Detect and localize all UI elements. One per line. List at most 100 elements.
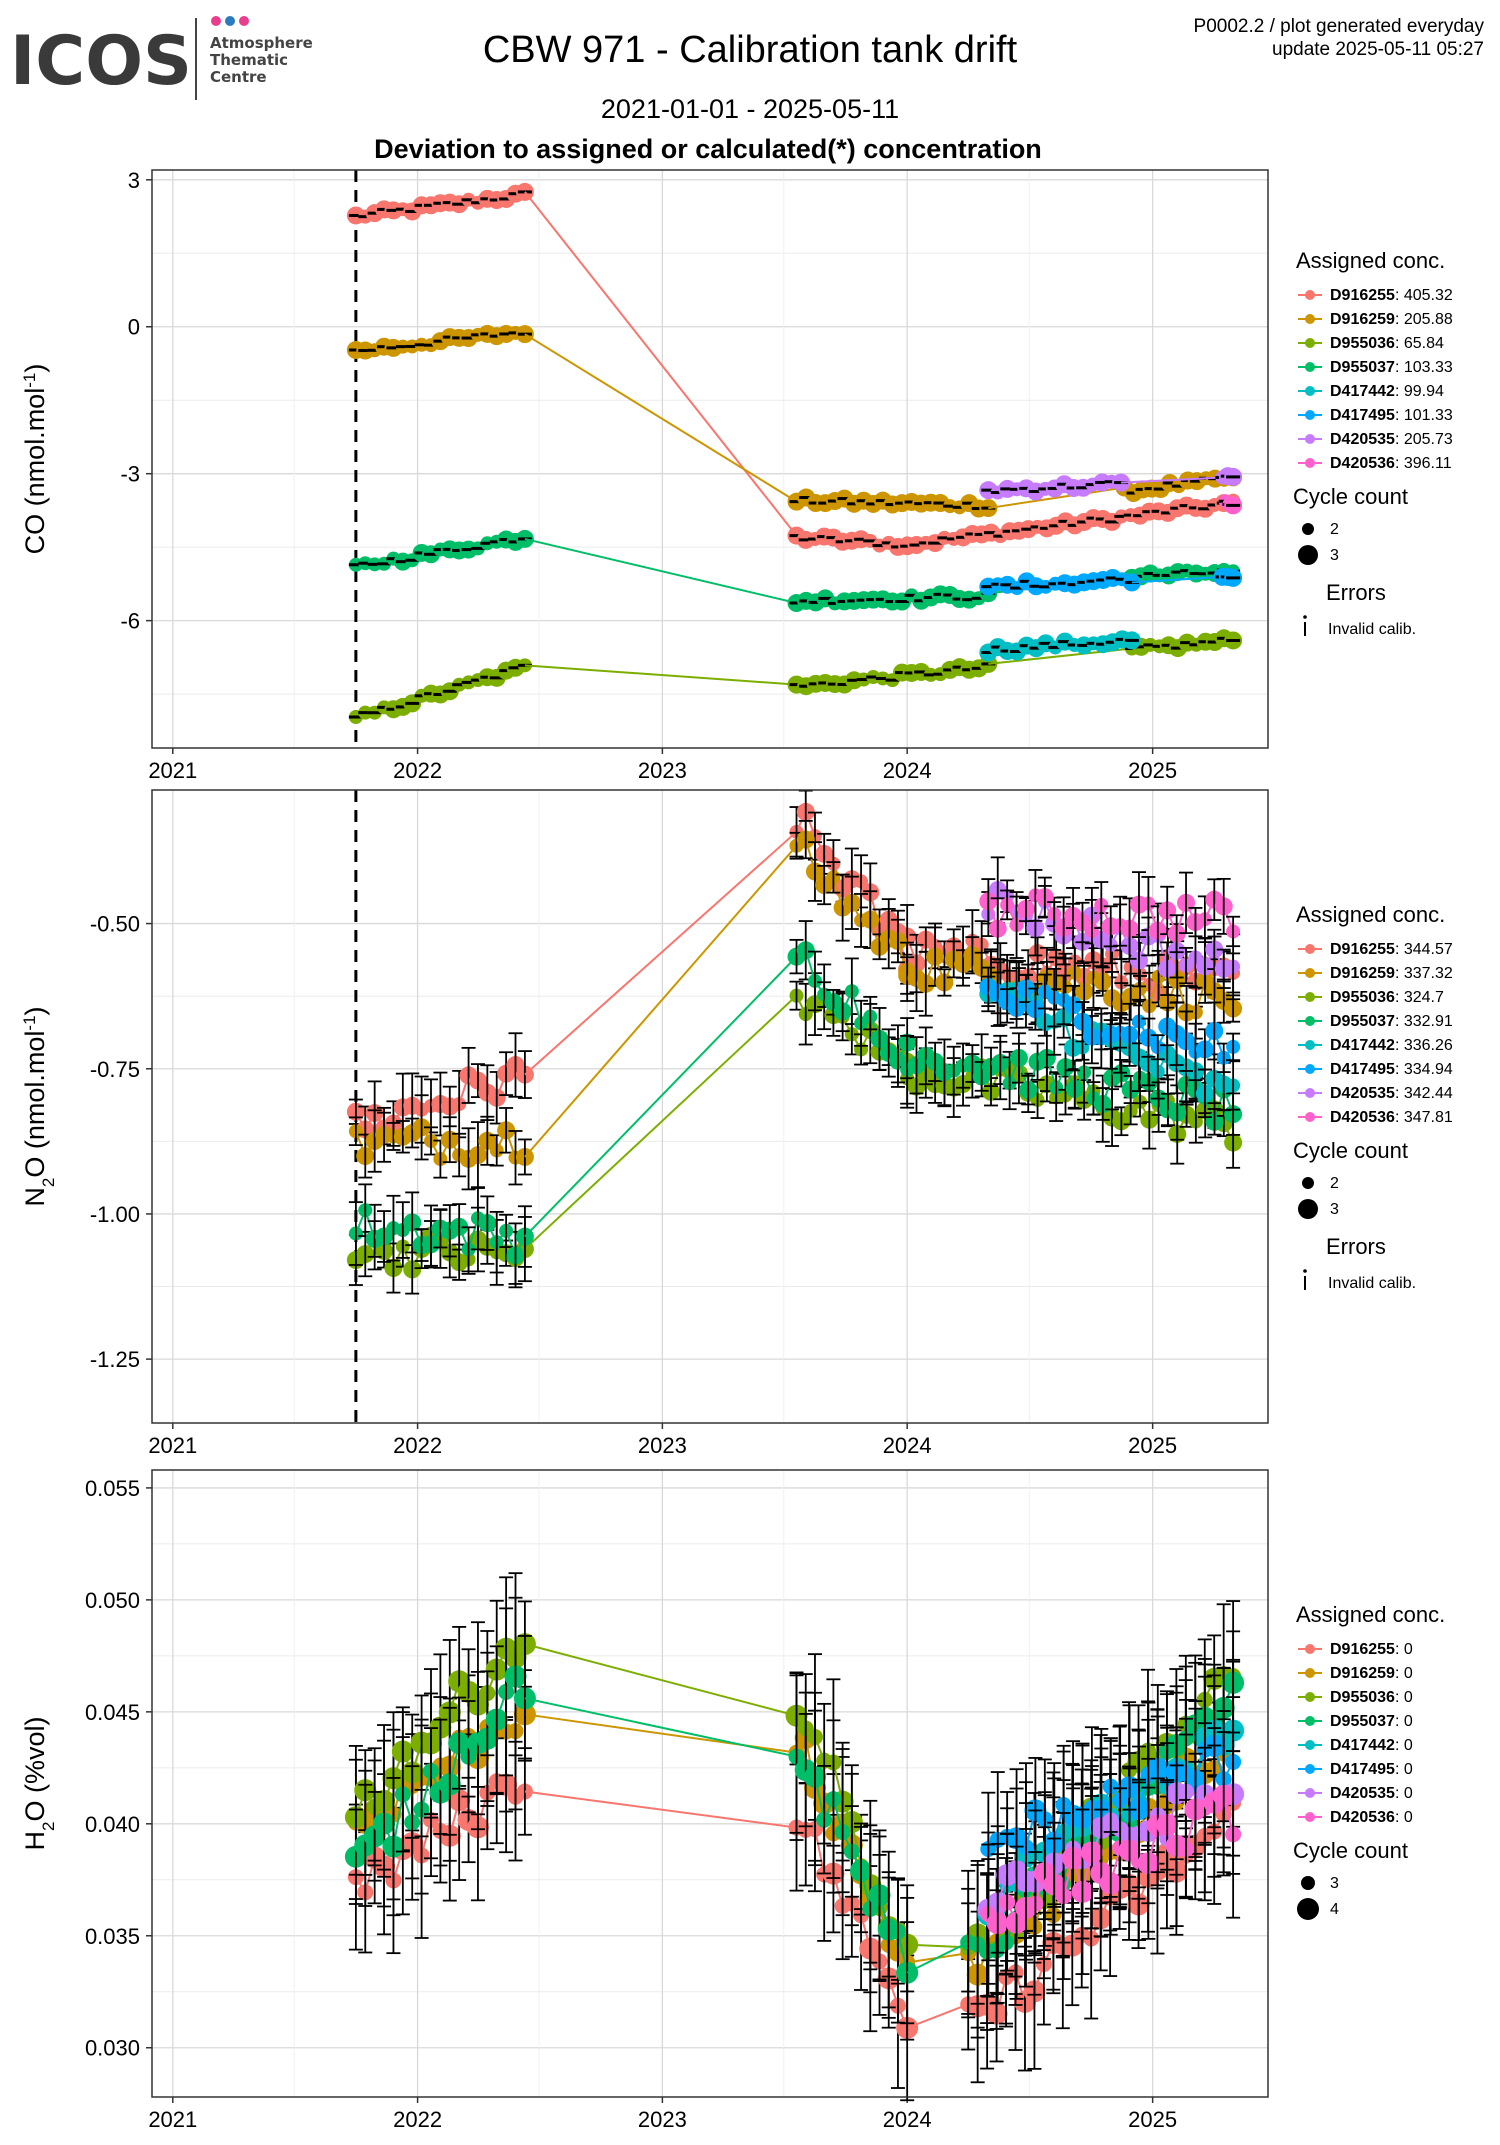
legend-cycle-label: 3 xyxy=(1330,547,1339,564)
legend-item-D417442: D417442: 336.26 xyxy=(1330,1037,1453,1054)
legend-title-cycle: Cycle count xyxy=(1293,484,1408,509)
y-tick-label: -6 xyxy=(120,609,140,634)
legend-title-errors: Errors xyxy=(1326,1234,1386,1259)
legend-key-dot xyxy=(1305,290,1315,300)
legend-item-D420536: D420536: 396.11 xyxy=(1330,455,1452,472)
plot-area xyxy=(152,170,1268,748)
panel-h2o: 0.055 0.050 0.045 0.040 0.035 0.030 2021 2022 20… xyxy=(20,1469,1445,2132)
legend-key-dot xyxy=(1305,1112,1315,1122)
x-tick-label: 2021 xyxy=(148,2107,197,2132)
x-tick-label: 2025 xyxy=(1128,758,1177,783)
series-D955037 xyxy=(348,920,1243,1289)
legend-invalid-key-dot xyxy=(1303,615,1307,619)
legend-item-D955037: D955037: 332.91 xyxy=(1330,1013,1453,1030)
legend-item-D420535: D420535: 342.44 xyxy=(1330,1085,1453,1102)
series-D420535 xyxy=(979,467,1243,501)
legend-cycle-dot-small xyxy=(1301,1876,1315,1890)
series-connector xyxy=(524,845,798,1158)
y-tick-label: -1.00 xyxy=(90,1202,140,1227)
legend-item-D420535: D420535: 0 xyxy=(1330,1785,1413,1802)
legend-cycle-dot-large xyxy=(1298,1199,1318,1219)
legend-key-dot xyxy=(1305,1740,1315,1750)
y-tick-label: 0.035 xyxy=(85,1924,140,1949)
legend-item-D417442: D417442: 99.94 xyxy=(1330,383,1444,400)
x-tick-label: 2023 xyxy=(638,758,687,783)
logo-sub-line2: Thematic xyxy=(210,51,288,69)
legend: Assigned conc. D916255: 0 D916259: 0 D95503… xyxy=(1293,1602,1445,1920)
legend-title-assigned: Assigned conc. xyxy=(1296,1602,1445,1627)
legend: Assigned conc. D916255: 344.57 D916259: 33… xyxy=(1293,902,1453,1292)
legend-title-cycle: Cycle count xyxy=(1293,1838,1408,1863)
legend-key-dot xyxy=(1305,1692,1315,1702)
series-D417495 xyxy=(979,966,1241,1082)
series-connector xyxy=(524,994,798,1250)
series-connector xyxy=(524,955,798,1238)
legend: Assigned conc. D916255: 405.32 D916259: 20… xyxy=(1293,248,1453,638)
series-D916259 xyxy=(348,820,1243,1191)
legend-item-D916259: D916259: 337.32 xyxy=(1330,965,1453,982)
legend-key-dot xyxy=(1305,386,1315,396)
legend-item-D916255: D916255: 405.32 xyxy=(1330,287,1453,304)
series-connector xyxy=(524,1643,797,1717)
series-connector xyxy=(524,537,797,604)
x-tick-label: 2023 xyxy=(638,1433,687,1458)
legend-item-D417495: D417495: 101.33 xyxy=(1330,407,1453,424)
series-D420536 xyxy=(979,869,1241,964)
logo-sub-line3: Centre xyxy=(210,68,267,86)
series-D955037 xyxy=(348,529,1241,613)
x-tick-label: 2021 xyxy=(148,1433,197,1458)
legend-key-dot xyxy=(1305,1788,1315,1798)
y-tick-label: 0.045 xyxy=(85,1700,140,1725)
series-connector xyxy=(524,333,798,503)
logo-dot-blue xyxy=(225,16,235,26)
legend-item-D420536: D420536: 347.81 xyxy=(1330,1109,1453,1126)
y-tick-label: 3 xyxy=(128,168,140,193)
legend-invalid-label: Invalid calib. xyxy=(1328,1275,1416,1292)
meta-update: update 2025-05-11 05:27 xyxy=(1272,39,1484,60)
x-tick-label: 2021 xyxy=(148,758,197,783)
series-D420536 xyxy=(1218,494,1243,515)
y-tick-label: -1.25 xyxy=(90,1347,140,1372)
x-tick-label: 2024 xyxy=(883,1433,932,1458)
legend-invalid-label: Invalid calib. xyxy=(1328,621,1416,638)
legend-title-assigned: Assigned conc. xyxy=(1296,248,1445,273)
panel-n2o: -0.50 -0.75 -1.00 -1.25 2021 2022 2023 2024 2025… xyxy=(20,789,1453,1458)
y-tick-label: -0.50 xyxy=(90,912,140,937)
series-connector xyxy=(524,1697,797,1758)
x-tick-label: 2022 xyxy=(393,758,442,783)
legend-key-dot xyxy=(1305,968,1315,978)
legend-cycle-label: 4 xyxy=(1330,1901,1339,1918)
series-connector xyxy=(524,831,798,1076)
series-D955036 xyxy=(348,629,1243,725)
series-D916255 xyxy=(346,182,1241,556)
y-tick-label: 0 xyxy=(128,315,140,340)
chart-title: CBW 971 - Calibration tank drift xyxy=(483,29,1018,71)
legend-item-D955037: D955037: 103.33 xyxy=(1330,359,1453,376)
panel-co: 3 0 -3 -6 2021 2022 2023 2024 2025 CO (nmol.mol-1… xyxy=(20,168,1453,783)
legend-key-dot xyxy=(1305,1040,1315,1050)
legend-cycle-dot-small xyxy=(1302,1177,1314,1189)
series-connector xyxy=(524,664,797,686)
legend-title-errors: Errors xyxy=(1326,580,1386,605)
series-D417442 xyxy=(979,630,1141,662)
legend-item-D916255: D916255: 344.57 xyxy=(1330,941,1453,958)
series-connector xyxy=(524,1790,797,1829)
legend-key-dot xyxy=(1305,314,1315,324)
legend-key-dot xyxy=(1305,1668,1315,1678)
legend-cycle-dot-large xyxy=(1297,1898,1319,1920)
x-tick-label: 2025 xyxy=(1128,1433,1177,1458)
legend-cycle-label: 3 xyxy=(1330,1201,1339,1218)
legend-item-D916255: D916255: 0 xyxy=(1330,1641,1413,1658)
legend-item-D420535: D420535: 205.73 xyxy=(1330,431,1453,448)
logo-dot-magenta xyxy=(239,16,249,26)
legend-item-D955037: D955037: 0 xyxy=(1330,1713,1413,1730)
legend-item-D955036: D955036: 324.7 xyxy=(1330,989,1444,1006)
y-tick-label: 0.030 xyxy=(85,2036,140,2061)
icos-logo: ICOS Atmosphere Thematic Centre xyxy=(10,16,313,101)
y-tick-label: -3 xyxy=(120,462,140,487)
legend-key-dot xyxy=(1305,944,1315,954)
legend-item-D916259: D916259: 0 xyxy=(1330,1665,1413,1682)
legend-key-dot xyxy=(1305,410,1315,420)
legend-key-dot xyxy=(1305,338,1315,348)
